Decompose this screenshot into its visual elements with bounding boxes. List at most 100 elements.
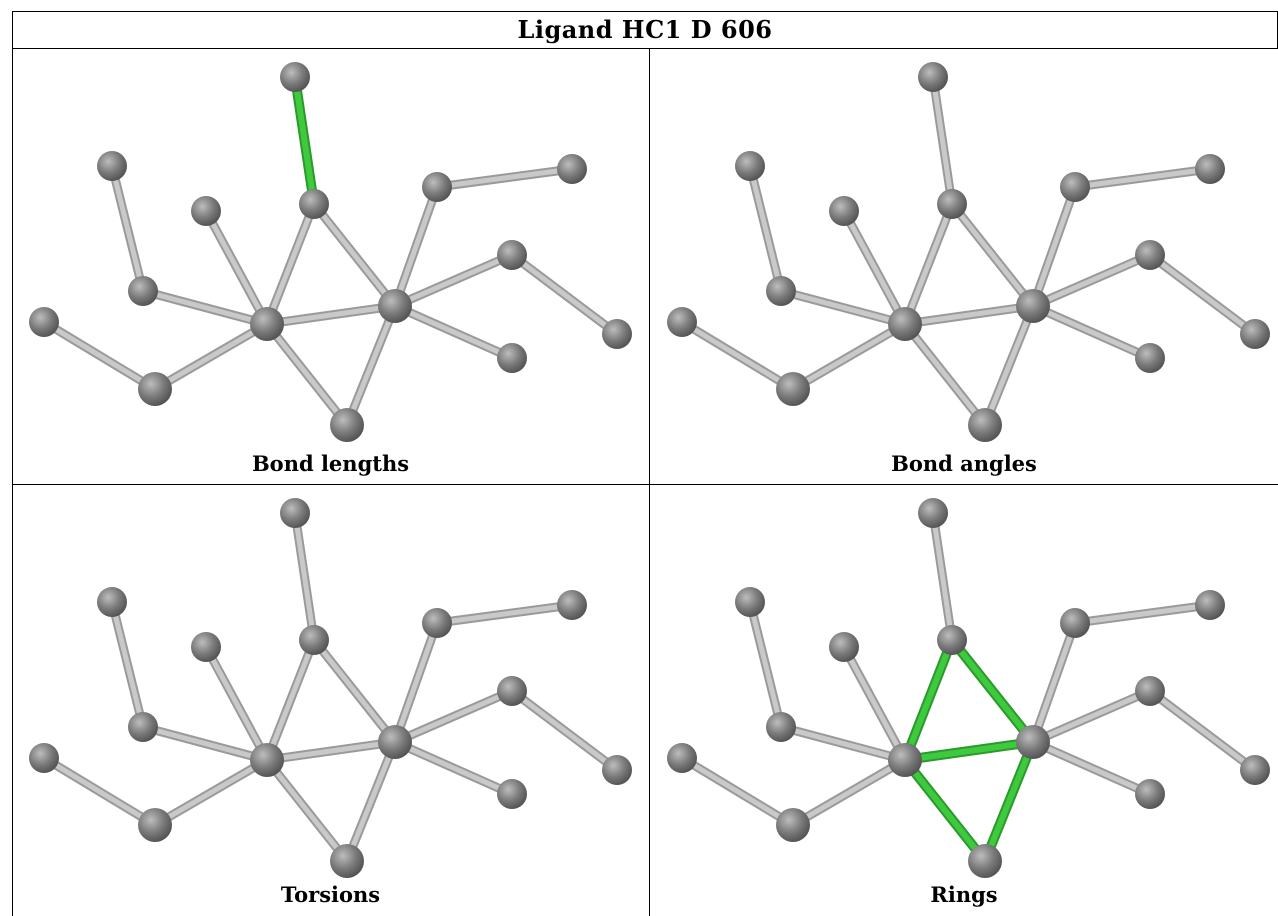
atom xyxy=(557,154,587,184)
bond xyxy=(152,321,270,392)
bond xyxy=(41,319,158,392)
bond xyxy=(264,757,350,864)
bond xyxy=(344,739,398,864)
bond xyxy=(982,303,1036,428)
bond xyxy=(292,510,317,643)
panel-bond-angles: Bond angles xyxy=(650,49,1278,484)
bond xyxy=(344,303,398,428)
bond xyxy=(679,319,796,392)
left-border xyxy=(12,49,13,916)
atom xyxy=(422,608,452,638)
atom xyxy=(968,408,1002,442)
atom xyxy=(250,307,284,341)
atom xyxy=(191,196,221,226)
row-divider xyxy=(12,484,1278,485)
atom xyxy=(1135,676,1165,706)
bond xyxy=(392,688,515,745)
bond xyxy=(1072,166,1213,190)
bond xyxy=(203,644,270,763)
atom xyxy=(766,712,796,742)
atom xyxy=(1016,289,1050,323)
bond xyxy=(902,201,955,327)
atom xyxy=(138,808,172,842)
atom xyxy=(29,307,59,337)
caption-torsions: Torsions xyxy=(280,882,381,907)
highlighted-bond xyxy=(902,739,1036,763)
atom xyxy=(557,590,587,620)
highlighted-bond xyxy=(902,637,955,763)
atom xyxy=(299,625,329,655)
bond xyxy=(392,620,440,745)
molecule-bond-lengths xyxy=(29,62,632,442)
center-divider xyxy=(649,49,650,916)
caption-bond-lengths: Bond lengths xyxy=(251,451,410,476)
bond xyxy=(841,208,908,327)
atom xyxy=(888,307,922,341)
bond xyxy=(264,201,317,327)
bond xyxy=(392,252,515,309)
atom xyxy=(1135,240,1165,270)
atom xyxy=(330,844,364,878)
title-row: Ligand HC1 D 606 xyxy=(12,11,1278,49)
bond xyxy=(841,644,908,763)
highlighted-bond xyxy=(949,637,1036,745)
bond xyxy=(1030,184,1078,309)
bond xyxy=(790,321,908,392)
bond xyxy=(509,688,620,773)
atom xyxy=(97,151,127,181)
bond xyxy=(778,288,908,327)
molecule-torsions xyxy=(29,498,632,878)
atom xyxy=(667,743,697,773)
highlighted-bond xyxy=(982,739,1036,864)
bond xyxy=(109,163,146,294)
atom xyxy=(138,372,172,406)
atom xyxy=(378,725,412,759)
bond xyxy=(1030,688,1153,745)
bond xyxy=(1030,620,1078,745)
atom xyxy=(918,62,948,92)
atom xyxy=(250,743,284,777)
atom xyxy=(299,189,329,219)
bond xyxy=(1030,252,1153,309)
atom xyxy=(280,62,310,92)
atom xyxy=(128,276,158,306)
atom xyxy=(602,319,632,349)
bond xyxy=(930,74,955,207)
atom xyxy=(191,632,221,662)
bond xyxy=(311,201,398,309)
figure-title: Ligand HC1 D 606 xyxy=(517,15,773,44)
bond xyxy=(109,599,146,730)
atom xyxy=(1195,590,1225,620)
bond xyxy=(392,303,515,361)
atom xyxy=(1060,172,1090,202)
bond xyxy=(392,184,440,309)
molecule-rings xyxy=(667,498,1270,878)
bond xyxy=(778,724,908,763)
bond xyxy=(264,303,398,327)
bond xyxy=(1030,303,1153,361)
atom xyxy=(602,755,632,785)
atom xyxy=(829,632,859,662)
bond xyxy=(509,252,620,337)
bond xyxy=(140,724,270,763)
bond xyxy=(264,321,350,428)
atom xyxy=(330,408,364,442)
atom xyxy=(937,625,967,655)
bond xyxy=(1030,739,1153,797)
bond xyxy=(1072,602,1213,626)
bond xyxy=(264,739,398,763)
bond xyxy=(203,208,270,327)
atom xyxy=(667,307,697,337)
panel-torsions: Torsions xyxy=(12,485,649,916)
bond xyxy=(434,602,575,626)
atom xyxy=(128,712,158,742)
atom xyxy=(829,196,859,226)
bond xyxy=(747,163,784,294)
atom xyxy=(968,844,1002,878)
atom xyxy=(1240,319,1270,349)
molecule-bond-angles xyxy=(667,62,1270,442)
atom xyxy=(97,587,127,617)
bond xyxy=(152,757,270,828)
atom xyxy=(888,743,922,777)
atom xyxy=(776,372,810,406)
